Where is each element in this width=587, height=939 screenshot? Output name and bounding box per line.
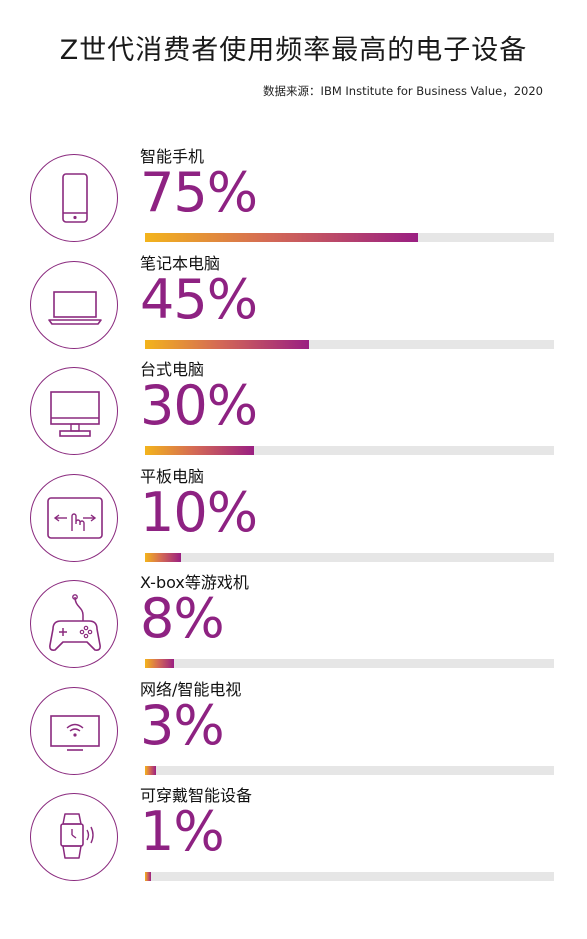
laptop-icon (30, 260, 118, 349)
value-label: 10% (140, 480, 258, 544)
smart-tv-icon (30, 686, 118, 775)
bar (145, 765, 156, 775)
category-label: 可穿戴智能设备 (140, 786, 253, 805)
value-label: 45% (140, 267, 258, 331)
bar (145, 446, 254, 455)
bar-row: 台式电脑 30% (0, 353, 587, 465)
bar-row: 智能手机 75% (0, 140, 587, 252)
bar (145, 659, 174, 668)
bar-row: 笔记本电脑 45% (0, 247, 587, 359)
category-label: 智能手机 (140, 147, 205, 166)
smartphone-icon (30, 154, 118, 242)
value-label: 75% (140, 161, 258, 224)
tablet-icon (30, 473, 118, 562)
bar-row: 平板电脑 10% (0, 460, 587, 572)
desktop-icon (30, 367, 118, 455)
bar-track (145, 339, 554, 349)
chart-title: Z世代消费者使用频率最高的电子设备 (59, 35, 528, 66)
bar (145, 233, 418, 242)
bar-track (145, 872, 554, 881)
bar (145, 552, 181, 562)
category-label: 笔记本电脑 (140, 253, 221, 273)
category-label: 平板电脑 (140, 466, 205, 486)
bar-track (145, 552, 554, 562)
bar (145, 339, 309, 349)
bar-track (145, 765, 554, 775)
bar-track (145, 659, 554, 668)
bar-track (145, 233, 554, 242)
bar-row: X-box等游戏机 8% (0, 566, 587, 678)
data-source: 数据来源：IBM Institute for Business Value，20… (263, 84, 543, 98)
value-label: 1% (140, 800, 225, 863)
value-label: 3% (140, 693, 225, 757)
bar-row: 可穿戴智能设备 1% (0, 779, 587, 891)
bar-track (145, 446, 554, 455)
category-label: 网络/智能电视 (140, 679, 242, 699)
value-label: 30% (140, 374, 258, 437)
value-label: 8% (140, 587, 225, 650)
category-label: 台式电脑 (140, 360, 205, 379)
category-label: X-box等游戏机 (140, 573, 249, 592)
bar-row: 网络/智能电视 3% (0, 673, 587, 785)
smartwatch-icon (30, 793, 118, 881)
bar (145, 872, 151, 881)
gamepad-icon (30, 580, 118, 668)
